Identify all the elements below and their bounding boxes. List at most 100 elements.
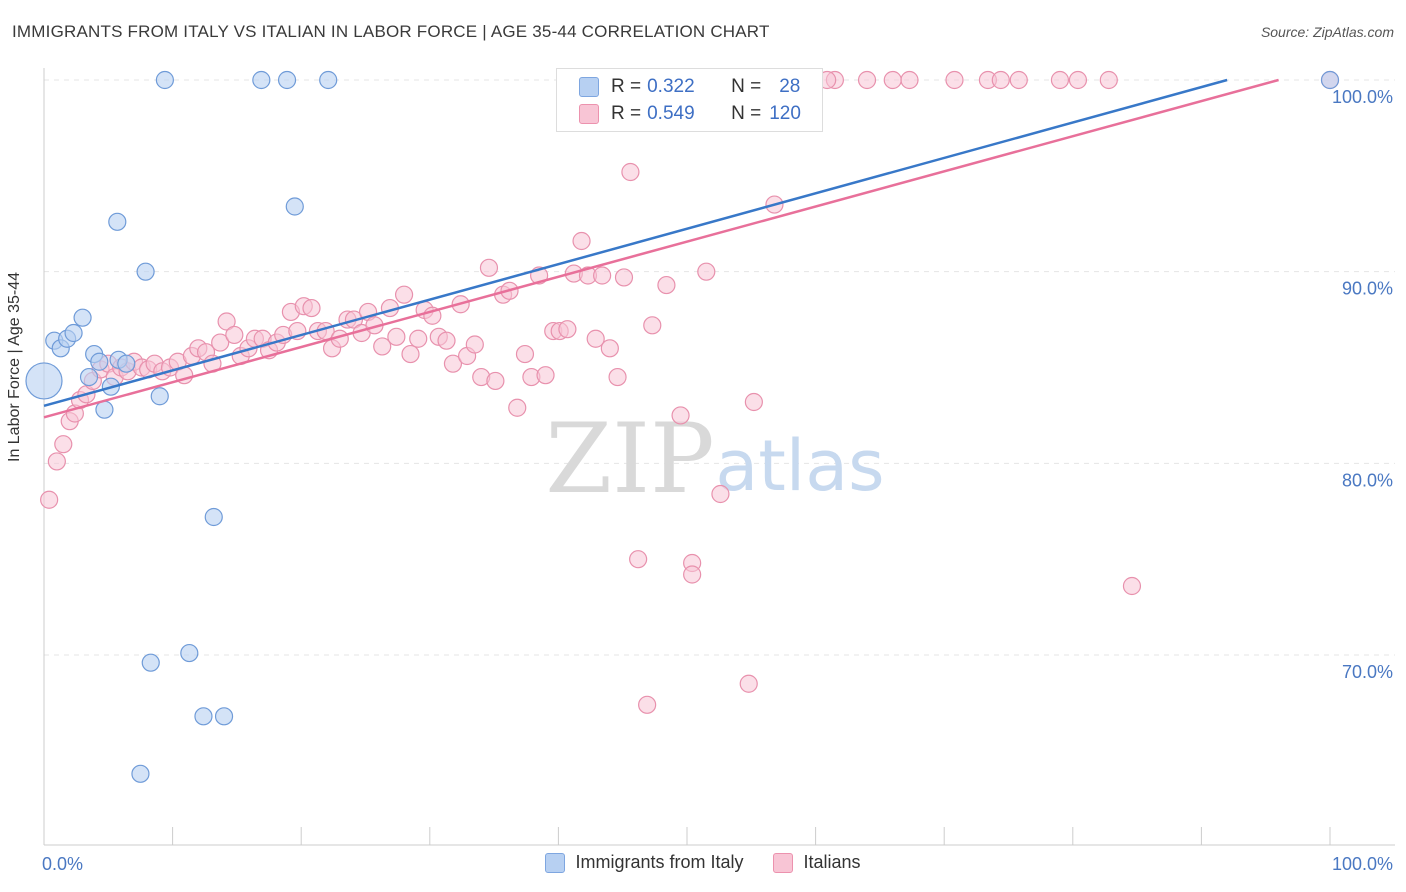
italians-point bbox=[40, 490, 59, 509]
italians-point bbox=[739, 674, 758, 693]
italians-point bbox=[465, 335, 484, 354]
watermark: ZIP atlas bbox=[545, 403, 884, 515]
italians-point bbox=[621, 162, 640, 182]
y-tick-label: 70.0% bbox=[1342, 662, 1393, 682]
gridlines bbox=[44, 79, 1395, 656]
immigrants-point bbox=[194, 707, 213, 726]
immigrants-point bbox=[252, 70, 271, 90]
immigrants-point bbox=[204, 507, 223, 527]
legend-swatch-pink bbox=[579, 104, 599, 124]
legend-swatch-blue bbox=[579, 77, 599, 97]
italians-point bbox=[437, 331, 456, 350]
italians-point bbox=[697, 262, 716, 281]
source-label: Source: ZipAtlas.com bbox=[1260, 24, 1394, 40]
legend-r-value: 0.549 bbox=[647, 103, 695, 124]
axes bbox=[43, 68, 1395, 846]
chart-title: IMMIGRANTS FROM ITALY VS ITALIAN IN LABO… bbox=[12, 22, 770, 41]
trend-line-immigrants bbox=[43, 78, 1228, 408]
italians-point bbox=[211, 333, 230, 352]
italians-point bbox=[508, 398, 527, 417]
immigrants-point bbox=[150, 387, 169, 406]
italians-point bbox=[47, 452, 66, 471]
series-name-italians: Italians bbox=[803, 852, 861, 872]
italians-point bbox=[608, 367, 627, 387]
italians-point bbox=[387, 327, 406, 346]
italians-point bbox=[515, 344, 535, 364]
immigrants-point bbox=[1320, 70, 1340, 90]
legend-r-label: R = bbox=[611, 76, 642, 97]
immigrants-point bbox=[180, 643, 199, 663]
immigrants-point bbox=[64, 323, 83, 343]
italians-point bbox=[643, 316, 662, 335]
legend-n-label: N = bbox=[731, 103, 762, 124]
y-tick-label: 100.0% bbox=[1332, 87, 1393, 107]
italians-point bbox=[1009, 70, 1028, 90]
italians-point bbox=[558, 320, 577, 339]
italians-point bbox=[586, 329, 605, 348]
bottom-legend-item-immigrants[interactable]: Immigrants from Italy bbox=[545, 852, 743, 873]
trend-lines bbox=[43, 78, 1279, 419]
italians-point bbox=[857, 70, 877, 90]
legend-r-value: 0.322 bbox=[647, 76, 695, 97]
italians-points bbox=[40, 70, 1340, 714]
italians-point bbox=[1099, 70, 1118, 90]
series-name-immigrants: Immigrants from Italy bbox=[575, 852, 744, 872]
italians-point bbox=[593, 266, 612, 285]
italians-point bbox=[1050, 70, 1070, 90]
italians-point bbox=[671, 406, 690, 425]
bottom-legend: Immigrants from Italy Italians bbox=[0, 852, 1406, 873]
italians-point bbox=[443, 354, 463, 373]
italians-point bbox=[657, 275, 676, 295]
legend-n-value: 120 bbox=[769, 103, 801, 124]
legend-n-value: 28 bbox=[779, 76, 801, 97]
italians-point bbox=[683, 565, 702, 584]
immigrants-point bbox=[90, 352, 109, 371]
italians-point bbox=[373, 337, 392, 356]
y-axis-label: In Labor Force | Age 35-44 bbox=[6, 271, 23, 462]
y-tick-label: 90.0% bbox=[1342, 279, 1393, 299]
italians-point bbox=[711, 484, 730, 504]
watermark-zip: ZIP bbox=[545, 403, 714, 515]
immigrants-point bbox=[117, 354, 136, 373]
immigrants-point bbox=[136, 262, 155, 281]
italians-point bbox=[614, 268, 634, 287]
italians-point bbox=[536, 366, 555, 385]
italians-point bbox=[744, 392, 763, 412]
immigrants-point bbox=[131, 764, 150, 783]
italians-point bbox=[1068, 70, 1088, 90]
bottom-legend-item-italians[interactable]: Italians bbox=[773, 852, 861, 873]
italians-point bbox=[572, 231, 591, 251]
italians-point bbox=[409, 329, 428, 348]
italians-point bbox=[629, 550, 648, 569]
italians-point bbox=[900, 70, 919, 90]
italians-point bbox=[638, 695, 657, 714]
italians-point bbox=[302, 298, 321, 318]
legend-row-italians: R = 0.549 N = 120 bbox=[579, 102, 801, 126]
italians-point bbox=[54, 435, 73, 454]
italians-point bbox=[217, 312, 236, 331]
x-tick-labels: 0.0% 100.0% bbox=[42, 854, 1393, 874]
italians-point bbox=[600, 339, 619, 358]
x-tick-label-min: 0.0% bbox=[42, 854, 83, 874]
italians-point bbox=[225, 325, 244, 345]
immigrants-points bbox=[25, 70, 1340, 783]
bottom-legend-swatch-pink bbox=[773, 852, 794, 873]
italians-point bbox=[486, 371, 505, 391]
italians-point bbox=[479, 258, 499, 277]
italians-point bbox=[401, 344, 420, 364]
legend-row-immigrants: R = 0.322 N = 28 bbox=[579, 75, 800, 99]
immigrants-point bbox=[108, 212, 127, 231]
immigrants-point bbox=[141, 653, 160, 672]
italians-point bbox=[1122, 576, 1142, 596]
legend-r-label: R = bbox=[611, 103, 642, 124]
bottom-legend-swatch-blue bbox=[545, 852, 566, 873]
italians-point bbox=[883, 70, 902, 90]
immigrants-point bbox=[285, 197, 304, 216]
italians-point bbox=[945, 70, 964, 90]
immigrants-point bbox=[319, 70, 338, 90]
immigrants-point bbox=[73, 308, 92, 327]
immigrants-point bbox=[79, 367, 99, 387]
legend: R = 0.322 N = 28 R = 0.549 N = 120 bbox=[556, 68, 823, 132]
trend-line-italians bbox=[43, 78, 1279, 419]
y-tick-labels: 70.0% 80.0% 90.0% 100.0% bbox=[1332, 87, 1393, 682]
